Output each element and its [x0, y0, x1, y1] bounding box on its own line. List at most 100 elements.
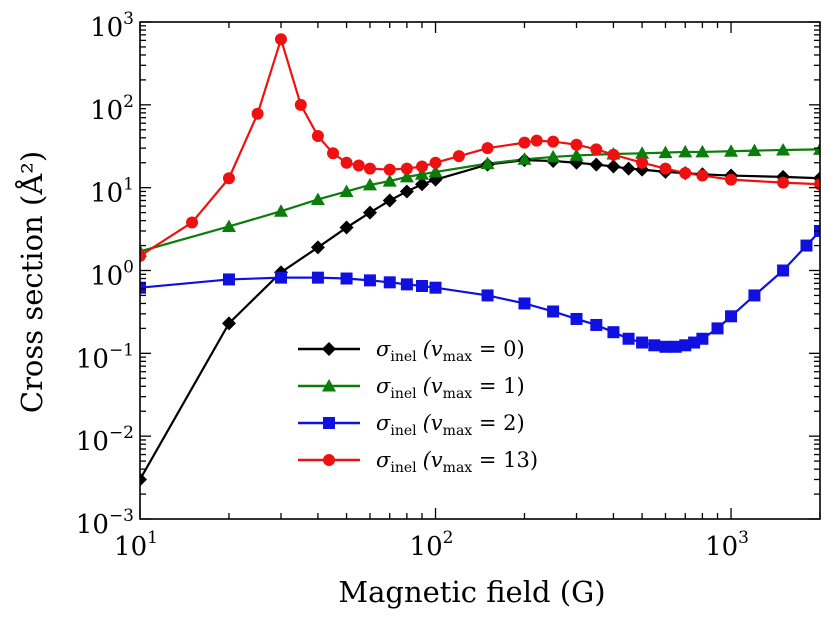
plot-frame-rect [139, 21, 821, 520]
data-point [310, 192, 325, 205]
data-point [311, 271, 324, 284]
data-point [340, 156, 353, 169]
data-point [415, 279, 428, 292]
data-point [777, 264, 790, 277]
data-point [429, 281, 442, 294]
y-tick-label: 10−3 [76, 506, 134, 540]
data-point [748, 289, 761, 302]
data-point [546, 149, 561, 163]
data-point [659, 340, 672, 353]
data-point [518, 297, 531, 310]
legend-label: σinel (vmax = 1) [376, 374, 525, 402]
data-point [400, 162, 413, 175]
data-point [777, 176, 790, 189]
data-point [452, 150, 465, 163]
y-tick-label: 103 [90, 9, 134, 43]
data-point [658, 145, 673, 159]
data-point [481, 142, 494, 155]
series-markers [140, 33, 820, 487]
data-point [747, 143, 762, 157]
data-point [480, 156, 495, 170]
data-point [711, 322, 724, 335]
data-point [547, 135, 560, 148]
data-point [140, 281, 146, 294]
data-point [429, 156, 442, 169]
data-point [222, 273, 235, 286]
data-point [606, 159, 621, 174]
x-tick-label: 103 [705, 528, 749, 562]
data-point [635, 146, 650, 159]
data-point [362, 177, 377, 191]
data-point [659, 162, 672, 175]
y-tick-label: 10−1 [76, 340, 134, 374]
data-point [590, 318, 603, 331]
legend-label: σinel (vmax = 2) [376, 411, 525, 439]
data-point [363, 274, 376, 287]
data-point [622, 332, 635, 345]
data-point [414, 177, 429, 192]
series-line-1 [140, 148, 820, 253]
data-point [383, 163, 396, 176]
tick-labels: 101 102 103 10−3 10−2 10−1 100 101 102 103 [76, 9, 749, 562]
data-point [800, 239, 813, 252]
data-point [569, 148, 584, 161]
legend-marker [323, 454, 335, 466]
data-point [400, 278, 413, 291]
data-point [274, 271, 287, 284]
data-point [339, 184, 354, 197]
y-tick-label: 100 [90, 258, 134, 292]
data-point [428, 164, 443, 178]
data-point [725, 173, 738, 186]
y-tick-label: 102 [90, 92, 134, 126]
data-point [607, 148, 620, 161]
data-point [221, 219, 236, 232]
data-point [695, 144, 710, 158]
legend-label: σinel (vmax = 0) [376, 337, 525, 365]
data-point [696, 332, 709, 345]
x-tick-label: 101 [114, 528, 158, 562]
x-tick-label: 102 [410, 528, 454, 562]
data-point [415, 160, 428, 173]
data-point [340, 272, 353, 285]
data-point [518, 136, 531, 149]
plot-frame [139, 21, 821, 520]
data-point [274, 33, 287, 46]
data-point [669, 340, 682, 353]
data-point [636, 336, 649, 349]
data-point [273, 204, 288, 217]
data-point [140, 249, 146, 262]
data-point [327, 147, 340, 160]
data-point [399, 169, 414, 183]
data-point [530, 134, 543, 147]
data-point [382, 174, 397, 187]
data-point [399, 184, 414, 199]
data-point [339, 220, 354, 235]
data-point [363, 162, 376, 175]
data-point [570, 138, 583, 151]
data-point [352, 159, 365, 172]
axis-ticks [139, 21, 821, 520]
data-point [776, 142, 791, 156]
data-point [607, 326, 620, 339]
data-point [414, 167, 429, 180]
data-point [221, 316, 236, 331]
data-point [679, 167, 692, 180]
data-point [547, 305, 560, 318]
data-point [382, 193, 397, 208]
y-tick-label: 10−2 [76, 423, 134, 457]
data-point [222, 172, 235, 185]
data-point [362, 205, 377, 220]
data-point [517, 152, 532, 165]
legend: σinel (vmax = 0) σinel (vmax = 1) σinel (vmax… [298, 337, 538, 476]
data-point [724, 144, 739, 157]
legend-marker [322, 342, 336, 356]
data-point [570, 312, 583, 325]
data-point [725, 310, 738, 323]
data-point [590, 143, 603, 156]
data-point [678, 144, 693, 158]
data-point [311, 130, 324, 143]
legend-marker [322, 379, 336, 392]
legend-label: σinel (vmax = 13) [376, 448, 538, 476]
data-point [648, 339, 661, 352]
